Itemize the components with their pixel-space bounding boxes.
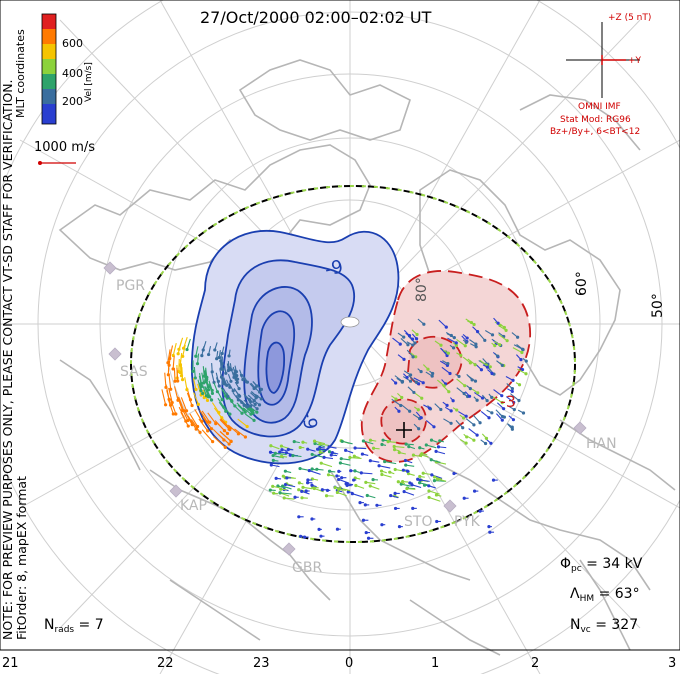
nvc-subscript: vc (580, 625, 591, 635)
mlt-tick-23: 23 (253, 656, 270, 671)
nrads-subscript: rads (54, 625, 75, 635)
station-label-han: HAN (586, 436, 617, 452)
colorbar-label: Vel [m/s] (84, 62, 94, 102)
preview-note: NOTE: FOR PREVIEW PURPOSES ONLY, PLEASE … (0, 79, 15, 640)
colorbar (41, 13, 57, 125)
contour-label-2: -9 (297, 409, 321, 432)
vector-count: Nvc = 327 (570, 617, 638, 635)
scale-vector (38, 161, 76, 165)
mlt-tick-22: 22 (157, 656, 174, 671)
nvc-symbol: N (570, 617, 581, 633)
station-label-pgr: PGR (116, 278, 146, 294)
latitude-label-50: 50° (650, 293, 666, 318)
pole-marker (340, 316, 360, 328)
station-label-kap: KAP (180, 498, 207, 514)
lambda-value: = 63° (594, 586, 640, 602)
station-marker-sas (108, 347, 122, 361)
hm-latitude: ΛHM = 63° (570, 586, 640, 604)
latitude-label-60: 60° (574, 271, 590, 296)
positive-potential-cell (360, 270, 532, 463)
station-label-gbr: GBR (292, 560, 323, 576)
imf-y-label: +Y (628, 56, 642, 66)
imf-bins: Bz+/By+, 6<BT<12 (550, 127, 641, 137)
cross-polar-potential: Φpc = 34 kV (560, 556, 642, 574)
station-marker-han (573, 421, 587, 435)
phi-symbol: Φ (560, 556, 572, 572)
lambda-symbol: Λ (570, 586, 580, 602)
colorbar-tick-600: 600 (62, 37, 83, 50)
mlt-tick-1: 1 (431, 656, 440, 671)
station-marker-pgr (103, 261, 117, 275)
imf-source: OMNI IMF (578, 102, 621, 112)
nrads-value: = 7 (74, 617, 104, 633)
nrads-symbol: N (44, 617, 55, 633)
station-marker-kap (169, 484, 183, 498)
fit-info: FitOrder: 8, mapEX format (14, 476, 29, 640)
mlt-tick-0: 0 (345, 656, 354, 671)
station-label-sto: STO (404, 514, 433, 530)
imf-z-label: +Z (5 nT) (608, 13, 652, 23)
mlt-tick-21: 21 (2, 656, 19, 671)
lambda-subscript: HM (579, 594, 595, 604)
station-markers (103, 261, 587, 556)
coords-label: MLT coordinates (14, 29, 27, 118)
radar-count: Nrads = 7 (44, 617, 104, 635)
imf-dial (566, 22, 640, 98)
velocity-vectors (161, 317, 528, 540)
station-label-sas: SAS (120, 364, 148, 380)
contour-label-3: -3 (500, 392, 516, 411)
mlt-tick-2: 2 (531, 656, 540, 671)
colorbar-tick-200: 200 (62, 95, 83, 108)
station-label-pyk: PYK (454, 514, 480, 530)
phi-value: = 34 kV (581, 556, 643, 572)
phi-subscript: pc (571, 564, 582, 574)
mlt-tick-3: 3 (668, 656, 677, 671)
nvc-value: = 327 (590, 617, 639, 633)
imf-model: Stat Mod: RG96 (560, 115, 631, 125)
colorbar-tick-400: 400 (62, 67, 83, 80)
heppner-maynard-boundary (130, 185, 576, 543)
station-marker-sto (443, 499, 457, 513)
station-marker-gbr (282, 542, 296, 556)
scale-label: 1000 m/s (34, 140, 96, 155)
latitude-label-80: 80° (414, 277, 430, 302)
map-title: 27/Oct/2000 02:00–02:02 UT (200, 8, 432, 27)
